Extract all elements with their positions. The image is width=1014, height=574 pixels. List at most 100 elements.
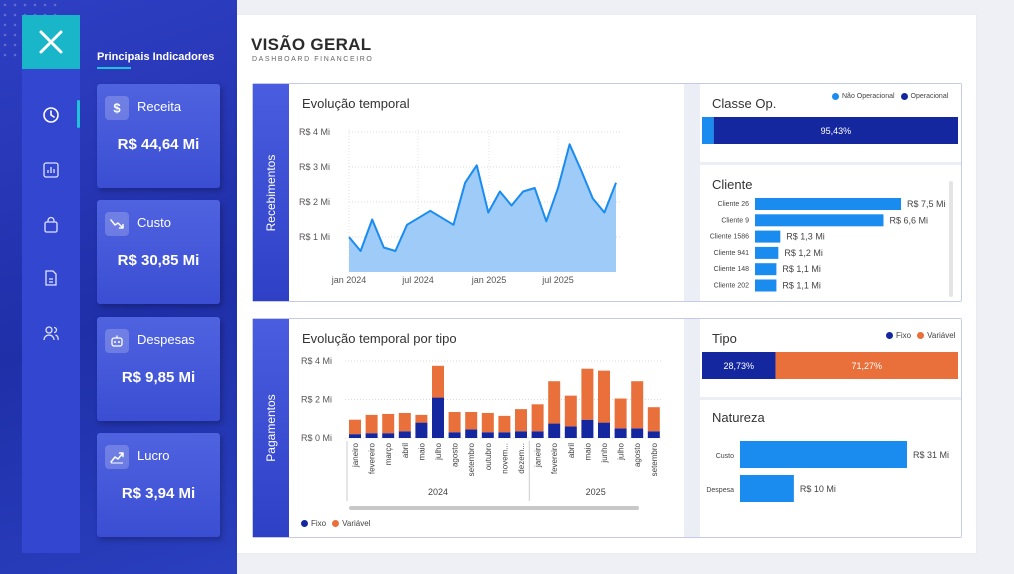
horizontal-bar-chart[interactable]: Cliente 26 R$ 7,5 Mi Cliente 9 R$ 6,6 Mi Cli… — [700, 165, 961, 301]
bar-fixo — [465, 429, 478, 438]
bar-variavel — [465, 412, 478, 430]
kpi-label: Despesas — [137, 332, 195, 347]
data-label: R$ 1,1 Mi — [782, 264, 821, 274]
chart-title: Cliente — [712, 177, 753, 192]
kpi-title-underline — [97, 67, 131, 69]
logo-x-icon — [39, 30, 63, 54]
bar-variavel — [398, 412, 411, 432]
x-tick-label: junho — [600, 442, 609, 463]
horizontal-scrollbar[interactable] — [349, 506, 639, 510]
area-chart[interactable]: R$ 1 Mi R$ 2 Mi R$ 3 Mi R$ 4 Mi jan 2024 jul … — [289, 84, 684, 301]
bar-fixo — [614, 428, 627, 438]
logo[interactable] — [22, 15, 80, 69]
bar — [755, 279, 777, 292]
bar-variavel — [432, 365, 444, 398]
kpi-value: R$ 9,85 Mi — [121, 369, 196, 386]
horizontal-bar-chart[interactable]: Custo R$ 31 Mi Despesa R$ 10 Mi — [700, 400, 961, 537]
section-label-text: Recebimentos — [264, 154, 278, 231]
category-label: Cliente 941 — [714, 250, 750, 257]
section-label: Recebimentos — [253, 84, 289, 301]
stacked-bar-chart[interactable]: 28,73% 71,27% — [700, 319, 961, 397]
legend-label: Variável — [342, 519, 371, 528]
x-tick-label: maio — [583, 442, 592, 460]
category-label: Cliente 148 — [714, 266, 750, 273]
legend-label: Operacional — [910, 93, 949, 100]
bar-fixo — [564, 426, 577, 438]
data-label: 71,27% — [852, 361, 883, 371]
dollar-icon: $ — [105, 96, 129, 120]
x-tick-label: abril — [401, 443, 410, 458]
category-label: Cliente 9 — [721, 217, 749, 224]
data-label: R$ 10 Mi — [800, 484, 836, 494]
chart-title: Evolução temporal — [302, 96, 410, 111]
chart-title: Evolução temporal por tipo — [302, 331, 457, 346]
y-tick-label: R$ 3 Mi — [299, 162, 330, 172]
legend-label: Não Operacional — [842, 93, 895, 100]
kpi-section-title: Principais Indicadores — [97, 51, 215, 63]
kpi-card-despesas[interactable]: Despesas R$ 9,85 Mi — [97, 317, 220, 421]
data-label: 95,43% — [821, 126, 852, 136]
panel-cliente: Cliente Cliente 26 R$ 7,5 Mi Cliente 9 R$ 6… — [700, 165, 961, 301]
data-label: R$ 1,3 Mi — [786, 232, 825, 242]
bar-chart-icon — [43, 162, 59, 178]
robot-icon — [105, 329, 129, 353]
chart-title: Classe Op. — [712, 96, 777, 111]
x-tick-label: setembro — [650, 442, 659, 476]
nav-item-sales[interactable] — [36, 210, 66, 240]
bar-variavel — [382, 413, 395, 434]
bar — [755, 263, 777, 276]
series-line — [348, 143, 617, 252]
bar-variavel — [448, 412, 461, 433]
bar-fixo — [598, 422, 610, 438]
panel-tipo: Tipo Fixo Variável 28,73% 71,27% — [700, 319, 961, 397]
kpi-value: R$ 30,85 Mi — [117, 252, 200, 269]
bar-segment — [775, 352, 958, 379]
x-tick-label: jul 2025 — [541, 275, 574, 285]
data-label: R$ 1,2 Mi — [784, 248, 823, 258]
bar-variavel — [515, 409, 527, 432]
bar-variavel — [614, 398, 627, 429]
bar-fixo — [415, 422, 428, 438]
legend-dot — [332, 520, 340, 527]
section-label: Pagamentos — [253, 319, 289, 537]
bar-fixo — [647, 431, 660, 438]
year-label: 2024 — [428, 487, 448, 497]
category-label: Custo — [716, 453, 734, 460]
chart-title: Tipo — [712, 331, 737, 346]
bar-fixo — [349, 434, 361, 438]
kpi-card-lucro[interactable]: Lucro R$ 3,94 Mi — [97, 433, 220, 537]
bar-segment — [702, 352, 776, 379]
nav-item-overview[interactable] — [36, 100, 66, 130]
section-recebimentos: Recebimentos Evolução temporal R$ 1 Mi R$… — [252, 83, 962, 302]
y-tick-label: R$ 2 Mi — [299, 197, 330, 207]
x-tick-label: abril — [567, 443, 576, 458]
nav-item-documents[interactable] — [36, 263, 66, 293]
category-label: Cliente 26 — [717, 201, 749, 208]
bar-variavel — [564, 395, 577, 427]
year-label: 2025 — [586, 487, 606, 497]
bar-fixo — [498, 432, 511, 438]
nav-rail — [22, 15, 80, 553]
x-tick-label: fevereiro — [550, 442, 559, 474]
y-tick-label: R$ 0 Mi — [301, 433, 332, 443]
scrollbar[interactable] — [949, 181, 953, 297]
kpi-label: Receita — [137, 99, 182, 114]
nav-active-indicator — [77, 100, 80, 128]
stacked-bar-chart[interactable]: 95,43% — [700, 84, 961, 162]
kpi-card-custo[interactable]: Custo R$ 30,85 Mi — [97, 200, 220, 304]
bar-variavel — [481, 412, 494, 433]
stacked-column-chart[interactable]: R$ 0 Mi R$ 2 Mi R$ 4 Mi janeiro fevereiro mar… — [289, 319, 684, 537]
users-icon — [43, 326, 59, 341]
nav-item-charts[interactable] — [36, 155, 66, 185]
x-tick-label: fevereiro — [368, 442, 377, 474]
document-icon — [45, 270, 57, 286]
x-tick-label: janeiro — [351, 442, 360, 468]
svg-text:$: $ — [113, 101, 121, 115]
bar-fixo — [531, 431, 544, 438]
legend-label: Variável — [927, 331, 956, 340]
x-tick-label: novem... — [500, 443, 509, 474]
bar — [755, 246, 779, 259]
kpi-card-receita[interactable]: $ Receita R$ 44,64 Mi — [97, 84, 220, 188]
bar-fixo — [481, 432, 494, 438]
nav-item-users[interactable] — [36, 318, 66, 348]
